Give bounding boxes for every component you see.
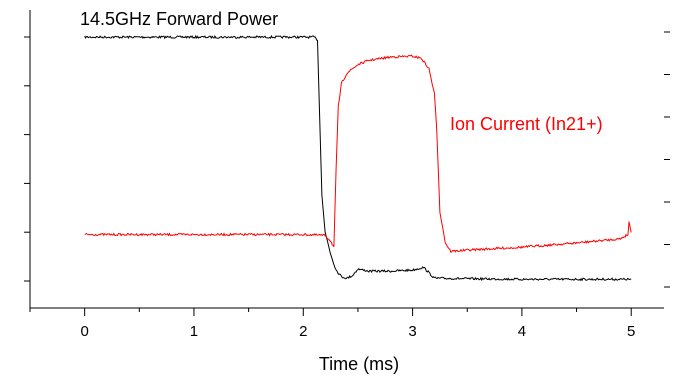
x-axis-title: Time (ms) — [319, 354, 399, 374]
series-ion-current-line — [84, 54, 632, 253]
annotation-ion-current: Ion Current (In21+) — [450, 114, 603, 134]
x-tick-label: 5 — [627, 323, 635, 340]
series-forward-power-line — [84, 34, 632, 282]
x-tick-label: 1 — [190, 323, 198, 340]
x-tick-label: 3 — [408, 323, 416, 340]
x-tick-label: 4 — [518, 323, 526, 340]
x-tick-label: 0 — [80, 323, 88, 340]
annotation-forward-power: 14.5GHz Forward Power — [80, 9, 278, 29]
series-layer — [84, 34, 632, 282]
axes: 0 1 2 3 4 5 — [24, 10, 670, 340]
x-tick-label: 2 — [299, 323, 307, 340]
